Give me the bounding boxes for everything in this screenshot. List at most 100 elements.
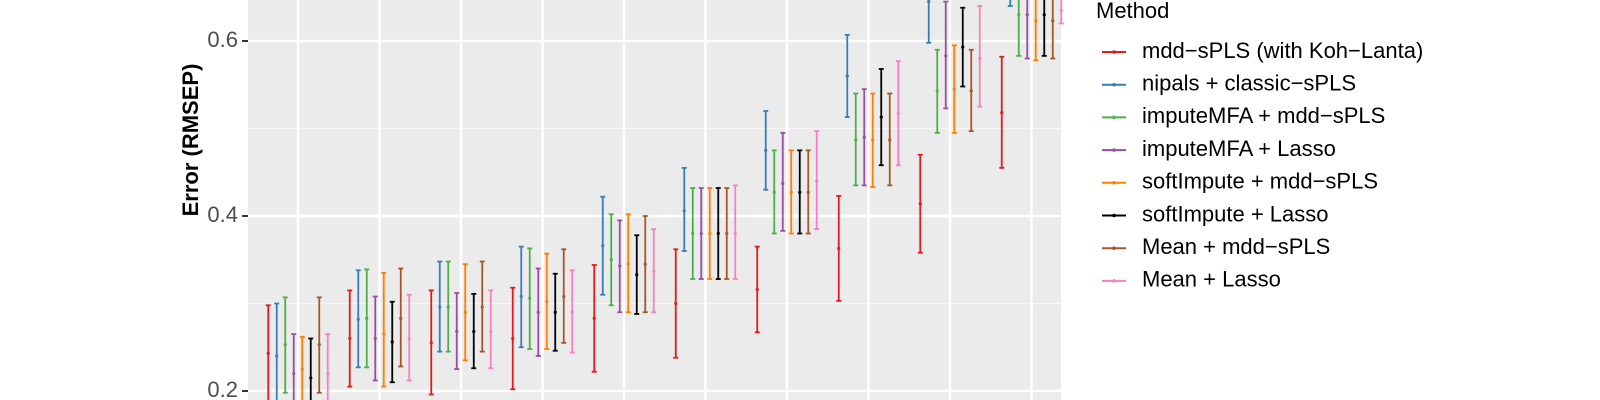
legend-item: nipals + classic−sPLS: [1102, 71, 1356, 96]
error-bar: [917, 153, 923, 254]
error-bar: [844, 33, 850, 119]
error-bar-point: [429, 341, 433, 345]
error-bar-point: [275, 354, 279, 358]
error-bar-point: [682, 209, 686, 213]
error-bar: [634, 234, 640, 315]
error-bar-point: [365, 316, 369, 320]
error-bar: [814, 130, 820, 231]
error-bar: [797, 149, 803, 235]
error-bar-point: [373, 336, 377, 341]
error-bar: [389, 300, 395, 384]
legend-title: Method: [1096, 0, 1169, 23]
error-bar-point: [545, 300, 549, 304]
error-bar: [926, 0, 932, 44]
error-bar: [535, 267, 541, 357]
y-axis-title: Error (RMSEP): [178, 64, 203, 217]
error-bar: [471, 292, 477, 370]
error-bar: [853, 92, 859, 187]
error-bar-point: [764, 148, 768, 152]
error-bar-point: [609, 258, 613, 262]
error-bar: [544, 252, 550, 350]
error-bar: [878, 68, 884, 167]
error-bar: [943, 0, 949, 110]
error-bar: [488, 289, 494, 370]
error-bar: [428, 289, 434, 396]
error-bar-point: [699, 231, 703, 236]
error-bar-point: [348, 336, 352, 341]
legend-label: Mean + Lasso: [1142, 267, 1281, 292]
legend-item: mdd−sPLS (with Koh−Lanta): [1102, 38, 1423, 63]
legend-key-point: [1112, 181, 1116, 185]
error-bar-point: [570, 310, 574, 314]
legend-item: Mean + mdd−sPLS: [1102, 234, 1330, 259]
error-bar-point: [896, 112, 900, 116]
error-bar-point: [317, 343, 321, 347]
error-bar-point: [446, 305, 450, 309]
error-bar-point: [438, 305, 442, 309]
error-bar-point: [725, 231, 729, 236]
error-bar-point: [1034, 19, 1038, 23]
error-bar-point: [1051, 19, 1055, 23]
error-bar: [347, 289, 353, 388]
error-bar: [707, 187, 713, 280]
error-bar: [625, 213, 631, 314]
error-bar-point: [480, 305, 484, 309]
error-bar-point: [489, 329, 493, 334]
error-bar-point: [472, 329, 476, 334]
legend: mdd−sPLS (with Koh−Lanta) nipals + classi…: [1102, 38, 1423, 292]
y-tick-label: 0.6: [207, 27, 238, 52]
error-bar-point: [871, 138, 875, 142]
error-bar: [724, 187, 730, 280]
error-bar-point: [643, 262, 647, 266]
legend-item: Mean + Lasso: [1102, 267, 1281, 292]
error-bar: [1024, 0, 1030, 60]
error-bar-point: [300, 367, 304, 371]
error-bar-point: [626, 262, 630, 266]
error-bar: [895, 60, 901, 167]
error-bar: [462, 263, 468, 362]
error-bar: [715, 187, 721, 280]
error-bar: [999, 55, 1005, 169]
error-bar-point: [755, 287, 759, 292]
error-bar: [788, 149, 794, 235]
error-bar: [569, 269, 575, 354]
error-bar-point: [815, 179, 819, 183]
error-bar-point: [845, 74, 849, 78]
error-bar: [518, 245, 524, 349]
error-bar-point: [326, 371, 330, 376]
error-bar: [617, 219, 623, 314]
error-bar: [398, 267, 404, 368]
legend-label: imputeMFA + Lasso: [1142, 136, 1336, 161]
error-bar: [479, 260, 485, 353]
legend-item: softImpute + Lasso: [1102, 201, 1329, 226]
error-bar: [951, 44, 957, 134]
error-bar: [608, 213, 614, 307]
error-bar-point: [837, 246, 841, 250]
error-bar: [364, 268, 370, 369]
error-bar-point: [789, 190, 793, 194]
error-bar: [445, 260, 451, 353]
error-bar-point: [562, 294, 566, 299]
grid-lines: [248, 0, 1061, 400]
error-bar-point: [407, 336, 411, 341]
error-bar: [968, 48, 974, 133]
error-bars: [265, 0, 1064, 400]
error-bar: [771, 149, 777, 235]
error-bar: [355, 269, 361, 369]
error-bar-point: [961, 45, 965, 49]
error-bar: [805, 149, 811, 235]
error-bar: [754, 245, 760, 334]
error-bar-point: [918, 202, 922, 206]
error-bar-point: [1042, 13, 1046, 17]
legend-item: softImpute + mdd−sPLS: [1102, 169, 1378, 194]
error-bar-point: [356, 317, 360, 321]
error-bar: [1050, 0, 1056, 60]
error-bar: [406, 293, 412, 382]
error-bar-point: [519, 294, 523, 299]
plot-panel: [248, 0, 1061, 400]
error-bar-point: [733, 231, 737, 236]
legend-label: mdd−sPLS (with Koh−Lanta): [1142, 38, 1423, 63]
legend-key-point: [1112, 213, 1116, 218]
error-bar-point: [511, 336, 515, 341]
